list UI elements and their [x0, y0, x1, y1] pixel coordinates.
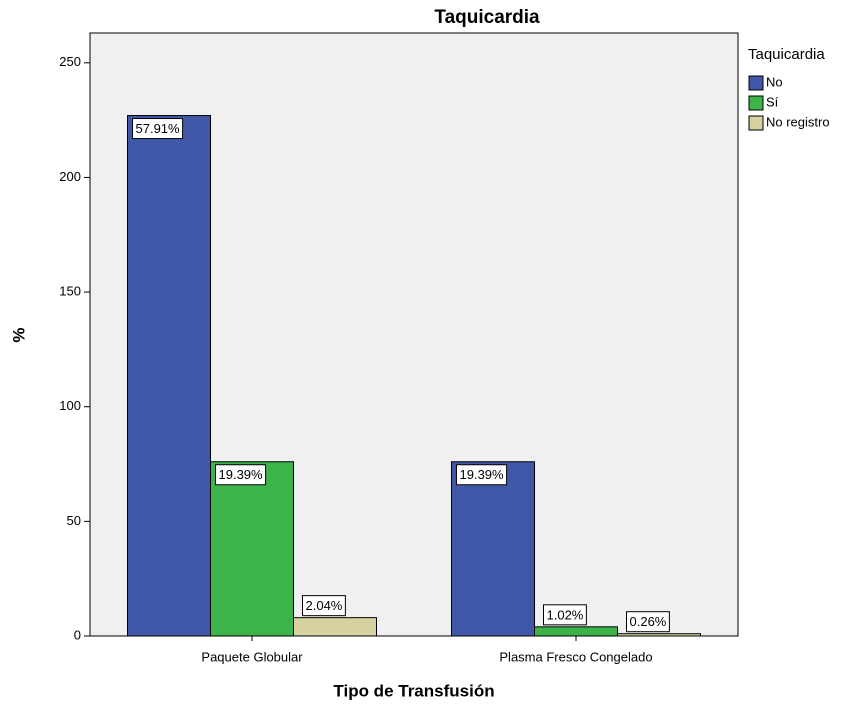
- bar: [293, 617, 377, 637]
- legend-label: No: [766, 74, 783, 89]
- y-tick-label: 100: [59, 398, 81, 413]
- bar: [617, 633, 701, 637]
- legend-label: Sí: [766, 94, 779, 109]
- x-tick-label: Paquete Globular: [201, 649, 303, 664]
- chart-title: Taquicardia: [434, 7, 540, 28]
- value-label: 57.91%: [136, 121, 181, 136]
- x-tick-label: Plasma Fresco Congelado: [499, 649, 652, 664]
- bar: [534, 626, 618, 637]
- value-label: 1.02%: [547, 607, 584, 622]
- value-label-box: [626, 611, 670, 633]
- y-tick-label: 0: [74, 627, 81, 642]
- bar: [127, 115, 211, 637]
- value-label-box: [215, 464, 267, 486]
- value-label-box: [132, 118, 184, 140]
- value-label: 2.04%: [306, 598, 343, 613]
- value-label-box: [543, 604, 587, 626]
- y-tick-label: 250: [59, 54, 81, 69]
- value-label: 0.26%: [630, 614, 667, 629]
- legend-swatch: [748, 95, 764, 111]
- y-tick-label: 200: [59, 169, 81, 184]
- bar: [210, 461, 294, 637]
- legend-swatch: [748, 75, 764, 91]
- legend-label: No registro: [766, 114, 830, 129]
- value-label: 19.39%: [219, 467, 264, 482]
- bar: [451, 461, 535, 637]
- y-axis-label: %: [9, 327, 28, 342]
- legend-title: Taquicardia: [748, 46, 825, 63]
- x-axis-label: Tipo de Transfusión: [333, 681, 494, 700]
- value-label-box: [302, 595, 346, 617]
- y-tick-label: 150: [59, 284, 81, 299]
- value-label-box: [456, 464, 508, 486]
- value-label: 19.39%: [460, 467, 505, 482]
- y-tick-label: 50: [67, 513, 81, 528]
- legend-swatch: [748, 115, 764, 131]
